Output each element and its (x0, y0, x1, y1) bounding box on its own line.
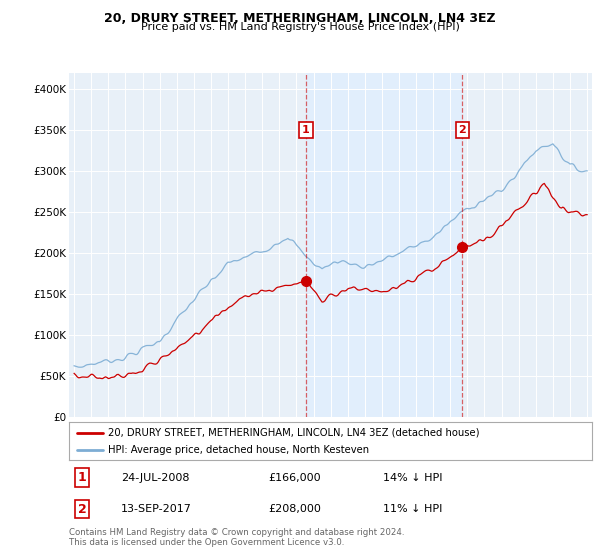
Text: 2: 2 (78, 502, 86, 516)
Text: £166,000: £166,000 (268, 473, 320, 483)
Text: Contains HM Land Registry data © Crown copyright and database right 2024.
This d: Contains HM Land Registry data © Crown c… (69, 528, 404, 547)
Text: 20, DRURY STREET, METHERINGHAM, LINCOLN, LN4 3EZ: 20, DRURY STREET, METHERINGHAM, LINCOLN,… (104, 12, 496, 25)
Text: 2: 2 (458, 125, 466, 135)
Bar (306, 73, 463, 417)
Text: 1: 1 (78, 471, 86, 484)
Text: 14% ↓ HPI: 14% ↓ HPI (383, 473, 442, 483)
Text: HPI: Average price, detached house, North Kesteven: HPI: Average price, detached house, Nort… (108, 445, 370, 455)
Text: £208,000: £208,000 (268, 504, 320, 514)
Text: 13-SEP-2017: 13-SEP-2017 (121, 504, 192, 514)
Text: 20, DRURY STREET, METHERINGHAM, LINCOLN, LN4 3EZ (detached house): 20, DRURY STREET, METHERINGHAM, LINCOLN,… (108, 427, 480, 437)
Text: 1: 1 (302, 125, 310, 135)
Text: 11% ↓ HPI: 11% ↓ HPI (383, 504, 442, 514)
Text: Price paid vs. HM Land Registry's House Price Index (HPI): Price paid vs. HM Land Registry's House … (140, 22, 460, 32)
Text: 24-JUL-2008: 24-JUL-2008 (121, 473, 190, 483)
